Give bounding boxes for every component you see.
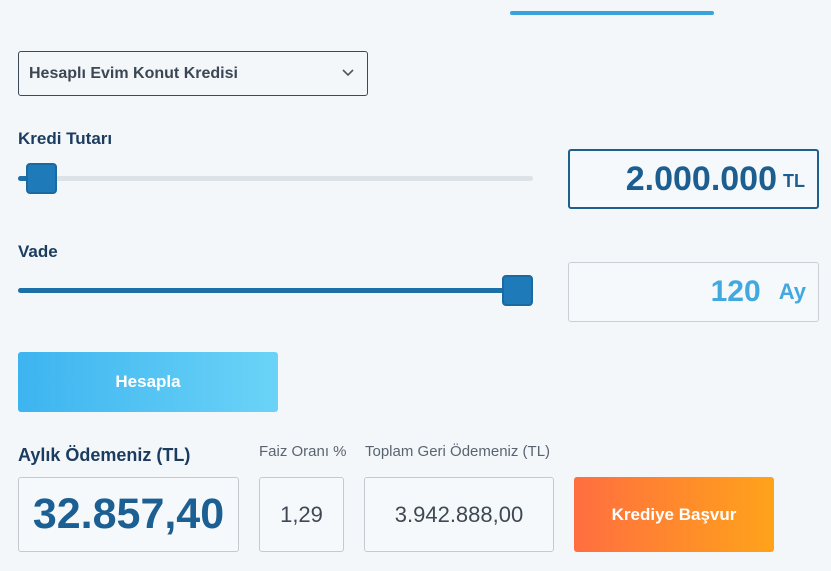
- term-label: Vade: [18, 242, 58, 261]
- amount-slider-track[interactable]: [18, 176, 533, 181]
- total-repayment-label: Toplam Geri Ödemeniz (TL): [365, 443, 551, 460]
- interest-rate-label: Faiz Oranı %: [259, 443, 347, 460]
- amount-slider-thumb[interactable]: [26, 163, 57, 194]
- term-slider-fill: [18, 288, 518, 293]
- interest-rate-value: 1,29: [280, 501, 323, 527]
- amount-value: 2.000.000: [625, 159, 777, 198]
- interest-rate-box: 1,29: [259, 477, 344, 552]
- apply-loan-button[interactable]: Krediye Başvur: [574, 477, 774, 552]
- term-slider-thumb[interactable]: [502, 275, 533, 306]
- amount-unit: TL: [783, 170, 805, 191]
- term-value: 120: [710, 275, 761, 308]
- monthly-payment-label: Aylık Ödemeniz (TL): [18, 445, 191, 465]
- amount-field[interactable]: 2.000.000 TL: [568, 149, 819, 209]
- loan-type-selected: Hesaplı Evim Konut Kredisi: [29, 64, 238, 82]
- calculate-button[interactable]: Hesapla: [18, 352, 278, 412]
- monthly-payment-value: 32.857,40: [32, 490, 225, 538]
- total-repayment-value: 3.942.888,00: [394, 501, 524, 527]
- amount-label: Kredi Tutarı: [18, 129, 113, 148]
- term-unit: Ay: [778, 279, 806, 304]
- total-repayment-box: 3.942.888,00: [364, 477, 554, 552]
- active-tab-indicator: [510, 11, 714, 15]
- loan-type-select[interactable]: Hesaplı Evim Konut Kredisi: [18, 51, 368, 96]
- chevron-down-icon: [342, 69, 354, 77]
- monthly-payment-box: 32.857,40: [18, 477, 239, 552]
- term-field[interactable]: 120 Ay: [568, 262, 819, 322]
